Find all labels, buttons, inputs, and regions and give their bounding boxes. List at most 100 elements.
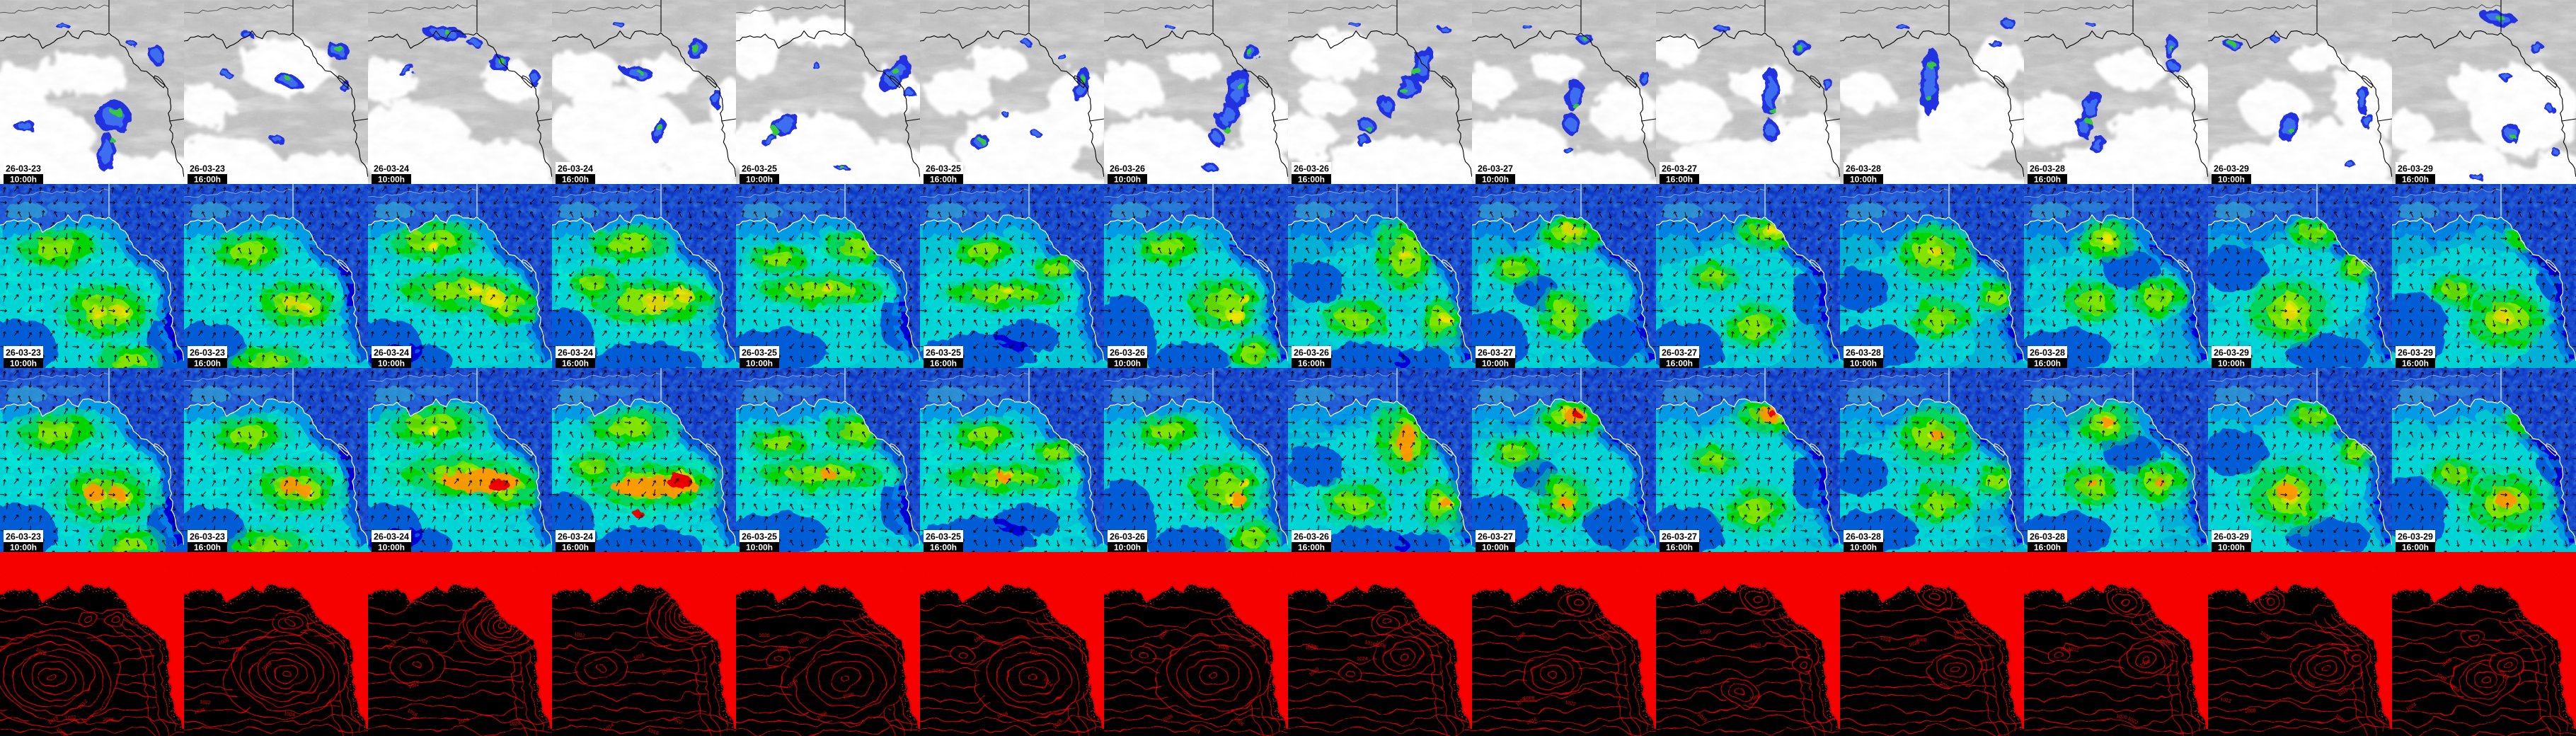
svg-text:16:00h: 16:00h: [1666, 543, 1693, 553]
svg-text:1020: 1020: [1699, 629, 1710, 636]
svg-text:1008: 1008: [1524, 696, 1535, 701]
svg-text:26-03-29: 26-03-29: [2214, 532, 2249, 542]
svg-text:26-03-24: 26-03-24: [374, 164, 409, 174]
svg-text:26-03-26: 26-03-26: [1110, 348, 1145, 358]
svg-text:26-03-23: 26-03-23: [190, 532, 225, 542]
svg-text:26-03-28: 26-03-28: [1846, 164, 1881, 174]
svg-text:1020: 1020: [2116, 714, 2127, 720]
svg-text:16:00h: 16:00h: [194, 359, 221, 369]
svg-text:1016: 1016: [996, 711, 1008, 720]
svg-text:1028: 1028: [843, 692, 855, 700]
svg-text:1024: 1024: [1188, 727, 1200, 735]
svg-text:26-03-23: 26-03-23: [6, 348, 41, 358]
svg-text:1028: 1028: [1218, 644, 1230, 651]
svg-text:26-03-25: 26-03-25: [926, 164, 961, 174]
svg-text:10:00h: 10:00h: [1482, 359, 1509, 369]
svg-text:26-03-28: 26-03-28: [2030, 348, 2065, 358]
svg-text:10:00h: 10:00h: [2218, 359, 2245, 369]
svg-text:16:00h: 16:00h: [2402, 359, 2429, 369]
svg-text:1004: 1004: [1694, 657, 1706, 665]
svg-text:1012: 1012: [574, 632, 586, 639]
svg-text:16:00h: 16:00h: [930, 175, 957, 185]
svg-text:26-03-26: 26-03-26: [1110, 532, 1145, 542]
svg-text:1018: 1018: [1954, 636, 1965, 641]
svg-text:26-03-27: 26-03-27: [1478, 164, 1513, 174]
svg-text:16:00h: 16:00h: [1666, 359, 1693, 369]
svg-text:16:00h: 16:00h: [562, 175, 589, 185]
svg-text:16:00h: 16:00h: [562, 359, 589, 369]
svg-text:26-03-24: 26-03-24: [558, 164, 593, 174]
svg-text:1018: 1018: [1599, 635, 1611, 641]
svg-text:10:00h: 10:00h: [1114, 175, 1141, 185]
svg-text:26-03-27: 26-03-27: [1478, 532, 1513, 542]
svg-text:1010: 1010: [1364, 640, 1376, 648]
svg-text:26-03-26: 26-03-26: [1294, 348, 1329, 358]
svg-text:10:00h: 10:00h: [1114, 359, 1141, 369]
svg-text:26-03-27: 26-03-27: [1662, 164, 1697, 174]
svg-text:26-03-26: 26-03-26: [1110, 164, 1145, 174]
svg-text:26-03-28: 26-03-28: [2030, 164, 2065, 174]
svg-text:1006: 1006: [1306, 643, 1318, 651]
svg-text:26-03-29: 26-03-29: [2214, 164, 2249, 174]
svg-text:26-03-29: 26-03-29: [2214, 348, 2249, 358]
svg-text:26-03-23: 26-03-23: [190, 164, 225, 174]
svg-text:10:00h: 10:00h: [10, 543, 37, 553]
svg-text:1022: 1022: [408, 682, 420, 690]
svg-text:10:00h: 10:00h: [378, 175, 405, 185]
svg-text:10:00h: 10:00h: [746, 175, 773, 185]
svg-text:1024: 1024: [284, 711, 296, 718]
svg-text:10:00h: 10:00h: [1114, 543, 1141, 553]
svg-text:10:00h: 10:00h: [2218, 175, 2245, 185]
svg-text:1012: 1012: [933, 669, 944, 674]
svg-text:26-03-25: 26-03-25: [742, 532, 777, 542]
svg-text:16:00h: 16:00h: [194, 543, 221, 553]
svg-text:1012: 1012: [2220, 697, 2232, 704]
svg-text:16:00h: 16:00h: [930, 543, 957, 553]
svg-text:26-03-29: 26-03-29: [2398, 164, 2433, 174]
svg-text:1004: 1004: [235, 646, 247, 653]
svg-text:16:00h: 16:00h: [1298, 543, 1325, 553]
svg-text:26-03-23: 26-03-23: [6, 532, 41, 542]
svg-text:26-03-24: 26-03-24: [558, 348, 593, 358]
svg-text:1008: 1008: [1916, 638, 1927, 643]
svg-text:26-03-24: 26-03-24: [374, 348, 409, 358]
svg-text:1020: 1020: [1749, 643, 1761, 649]
svg-text:16:00h: 16:00h: [2034, 175, 2061, 185]
svg-text:1020: 1020: [510, 721, 521, 727]
svg-text:26-03-27: 26-03-27: [1662, 348, 1697, 358]
svg-text:26-03-24: 26-03-24: [558, 532, 593, 542]
svg-text:1026: 1026: [194, 708, 206, 715]
svg-text:1028: 1028: [2059, 646, 2071, 655]
svg-text:1026: 1026: [1908, 640, 1920, 648]
svg-text:10:00h: 10:00h: [1850, 543, 1877, 553]
svg-text:16:00h: 16:00h: [2034, 359, 2061, 369]
svg-text:1008: 1008: [2512, 629, 2524, 637]
svg-text:10:00h: 10:00h: [2218, 543, 2245, 553]
svg-text:1012: 1012: [2068, 647, 2079, 653]
svg-text:1020: 1020: [759, 633, 770, 638]
svg-text:1022: 1022: [65, 715, 76, 721]
svg-text:26-03-27: 26-03-27: [1478, 348, 1513, 358]
svg-text:26-03-28: 26-03-28: [2030, 532, 2065, 542]
svg-text:10:00h: 10:00h: [746, 543, 773, 553]
svg-text:26-03-25: 26-03-25: [926, 348, 961, 358]
svg-text:26-03-29: 26-03-29: [2398, 348, 2433, 358]
svg-text:16:00h: 16:00h: [1666, 175, 1693, 185]
svg-text:1008: 1008: [2245, 708, 2256, 714]
svg-text:26-03-23: 26-03-23: [6, 164, 41, 174]
svg-text:10:00h: 10:00h: [746, 359, 773, 369]
svg-text:10:00h: 10:00h: [1482, 543, 1509, 553]
svg-text:26-03-26: 26-03-26: [1294, 164, 1329, 174]
svg-text:26-03-28: 26-03-28: [1846, 532, 1881, 542]
svg-text:1018: 1018: [1879, 636, 1891, 643]
svg-text:1022: 1022: [1565, 700, 1577, 707]
svg-text:26-03-28: 26-03-28: [1846, 348, 1881, 358]
svg-text:10:00h: 10:00h: [1482, 175, 1509, 185]
svg-text:16:00h: 16:00h: [930, 359, 957, 369]
svg-text:1008: 1008: [1749, 694, 1761, 702]
svg-text:26-03-25: 26-03-25: [742, 348, 777, 358]
svg-text:16:00h: 16:00h: [1298, 175, 1325, 185]
svg-text:26-03-24: 26-03-24: [374, 532, 409, 542]
svg-text:26-03-25: 26-03-25: [926, 532, 961, 542]
svg-text:16:00h: 16:00h: [562, 543, 589, 553]
